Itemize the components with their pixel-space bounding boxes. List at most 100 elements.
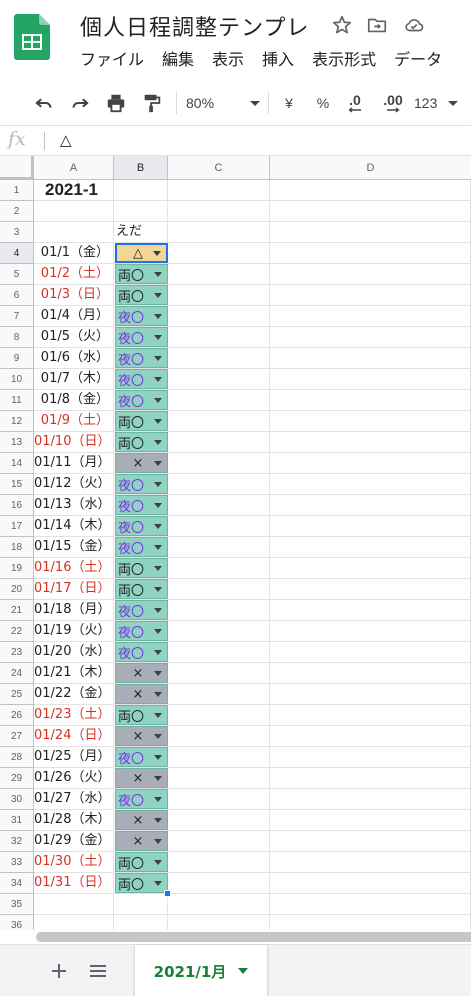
- cell-d[interactable]: [270, 810, 471, 831]
- cell-c[interactable]: [168, 558, 270, 579]
- availability-dropdown[interactable]: 夜〇: [115, 621, 168, 641]
- date-cell[interactable]: 01/11（月）: [34, 453, 114, 474]
- cell-d[interactable]: [270, 600, 471, 621]
- availability-dropdown[interactable]: 両〇: [115, 264, 168, 284]
- cell-d[interactable]: [270, 390, 471, 411]
- cell-c[interactable]: [168, 348, 270, 369]
- availability-dropdown[interactable]: 両〇: [115, 558, 168, 578]
- zoom-select[interactable]: 80%: [186, 90, 260, 116]
- cell-c[interactable]: [168, 306, 270, 327]
- row-header[interactable]: 10: [0, 369, 34, 390]
- date-cell[interactable]: 01/26（火）: [34, 768, 114, 789]
- sheet-tab-active[interactable]: 2021/1月: [135, 945, 267, 996]
- availability-dropdown[interactable]: 夜〇: [115, 369, 168, 389]
- date-cell[interactable]: 01/25（月）: [34, 747, 114, 768]
- availability-dropdown[interactable]: ×: [115, 684, 168, 704]
- cell-c[interactable]: [168, 180, 270, 201]
- availability-dropdown[interactable]: 両〇: [115, 852, 168, 872]
- cell-c[interactable]: [168, 390, 270, 411]
- cell-c[interactable]: [168, 621, 270, 642]
- availability-dropdown[interactable]: △: [115, 243, 168, 263]
- dropdown-arrow-icon[interactable]: [154, 355, 162, 361]
- row-header[interactable]: 27: [0, 726, 34, 747]
- cell-d[interactable]: [270, 642, 471, 663]
- dropdown-arrow-icon[interactable]: [154, 586, 162, 592]
- availability-dropdown[interactable]: 夜〇: [115, 348, 168, 368]
- cell-d[interactable]: [270, 411, 471, 432]
- availability-dropdown[interactable]: 夜〇: [115, 642, 168, 662]
- row-header[interactable]: 14: [0, 453, 34, 474]
- cell-c[interactable]: [168, 705, 270, 726]
- cell-c[interactable]: [168, 894, 270, 915]
- availability-dropdown[interactable]: 夜〇: [115, 747, 168, 767]
- cell-d[interactable]: [270, 537, 471, 558]
- row-header[interactable]: 9: [0, 348, 34, 369]
- member-name-cell[interactable]: えだ: [114, 222, 168, 243]
- sheet-tab-dropdown-icon[interactable]: [238, 968, 249, 974]
- dropdown-arrow-icon[interactable]: [154, 460, 162, 466]
- cell-c[interactable]: [168, 642, 270, 663]
- date-cell[interactable]: 01/24（日）: [34, 726, 114, 747]
- date-cell[interactable]: 01/10（日）: [34, 432, 114, 453]
- row-header[interactable]: 8: [0, 327, 34, 348]
- row-header[interactable]: 3: [0, 222, 34, 243]
- availability-dropdown[interactable]: ×: [115, 810, 168, 830]
- availability-dropdown[interactable]: 両〇: [115, 411, 168, 431]
- cell-c[interactable]: [168, 810, 270, 831]
- cell-c[interactable]: [168, 915, 270, 930]
- cell-d[interactable]: [270, 264, 471, 285]
- dropdown-arrow-icon[interactable]: [154, 334, 162, 340]
- row-header[interactable]: 28: [0, 747, 34, 768]
- date-cell[interactable]: 01/4（月）: [34, 306, 114, 327]
- cell-c[interactable]: [168, 726, 270, 747]
- cell-c[interactable]: [168, 768, 270, 789]
- cell-a[interactable]: [34, 915, 114, 930]
- availability-dropdown[interactable]: 夜〇: [115, 390, 168, 410]
- availability-dropdown[interactable]: 両〇: [115, 705, 168, 725]
- cell-d[interactable]: [270, 180, 471, 201]
- availability-dropdown[interactable]: 両〇: [115, 432, 168, 452]
- date-cell[interactable]: 01/16（土）: [34, 558, 114, 579]
- dropdown-arrow-icon[interactable]: [154, 523, 162, 529]
- dropdown-arrow-icon[interactable]: [154, 607, 162, 613]
- column-header-d[interactable]: D: [270, 156, 471, 180]
- cell-d[interactable]: [270, 453, 471, 474]
- dropdown-arrow-icon[interactable]: [154, 313, 162, 319]
- date-cell[interactable]: 01/18（月）: [34, 600, 114, 621]
- row-header[interactable]: 18: [0, 537, 34, 558]
- availability-dropdown[interactable]: 両〇: [115, 873, 168, 893]
- dropdown-arrow-icon[interactable]: [154, 418, 162, 424]
- cell-c[interactable]: [168, 831, 270, 852]
- cell-d[interactable]: [270, 663, 471, 684]
- row-header[interactable]: 29: [0, 768, 34, 789]
- availability-dropdown[interactable]: 夜〇: [115, 789, 168, 809]
- dropdown-arrow-icon[interactable]: [154, 817, 162, 823]
- cell-a[interactable]: [34, 894, 114, 915]
- cell-c[interactable]: [168, 789, 270, 810]
- row-header[interactable]: 35: [0, 894, 34, 915]
- cell-d[interactable]: [270, 558, 471, 579]
- more-formats-button[interactable]: 123: [414, 90, 458, 116]
- cell-c[interactable]: [168, 747, 270, 768]
- availability-dropdown[interactable]: ×: [115, 663, 168, 683]
- dropdown-arrow-icon[interactable]: [154, 859, 162, 865]
- select-all-corner[interactable]: [0, 156, 34, 180]
- date-cell[interactable]: 01/30（土）: [34, 852, 114, 873]
- availability-dropdown[interactable]: 夜〇: [115, 495, 168, 515]
- cell-b[interactable]: [114, 180, 168, 201]
- cell-c[interactable]: [168, 285, 270, 306]
- print-button[interactable]: [102, 90, 130, 116]
- availability-dropdown[interactable]: 夜〇: [115, 600, 168, 620]
- cell-c[interactable]: [168, 579, 270, 600]
- row-header[interactable]: 4: [0, 243, 34, 264]
- cell-d[interactable]: [270, 726, 471, 747]
- cell-c[interactable]: [168, 369, 270, 390]
- date-cell[interactable]: 01/2（土）: [34, 264, 114, 285]
- date-cell[interactable]: 01/29（金）: [34, 831, 114, 852]
- cell-c[interactable]: [168, 474, 270, 495]
- menu-file[interactable]: ファイル: [80, 50, 145, 69]
- cell-d[interactable]: [270, 621, 471, 642]
- menu-data[interactable]: データ: [394, 50, 443, 69]
- dropdown-arrow-icon[interactable]: [154, 880, 162, 886]
- row-header[interactable]: 7: [0, 306, 34, 327]
